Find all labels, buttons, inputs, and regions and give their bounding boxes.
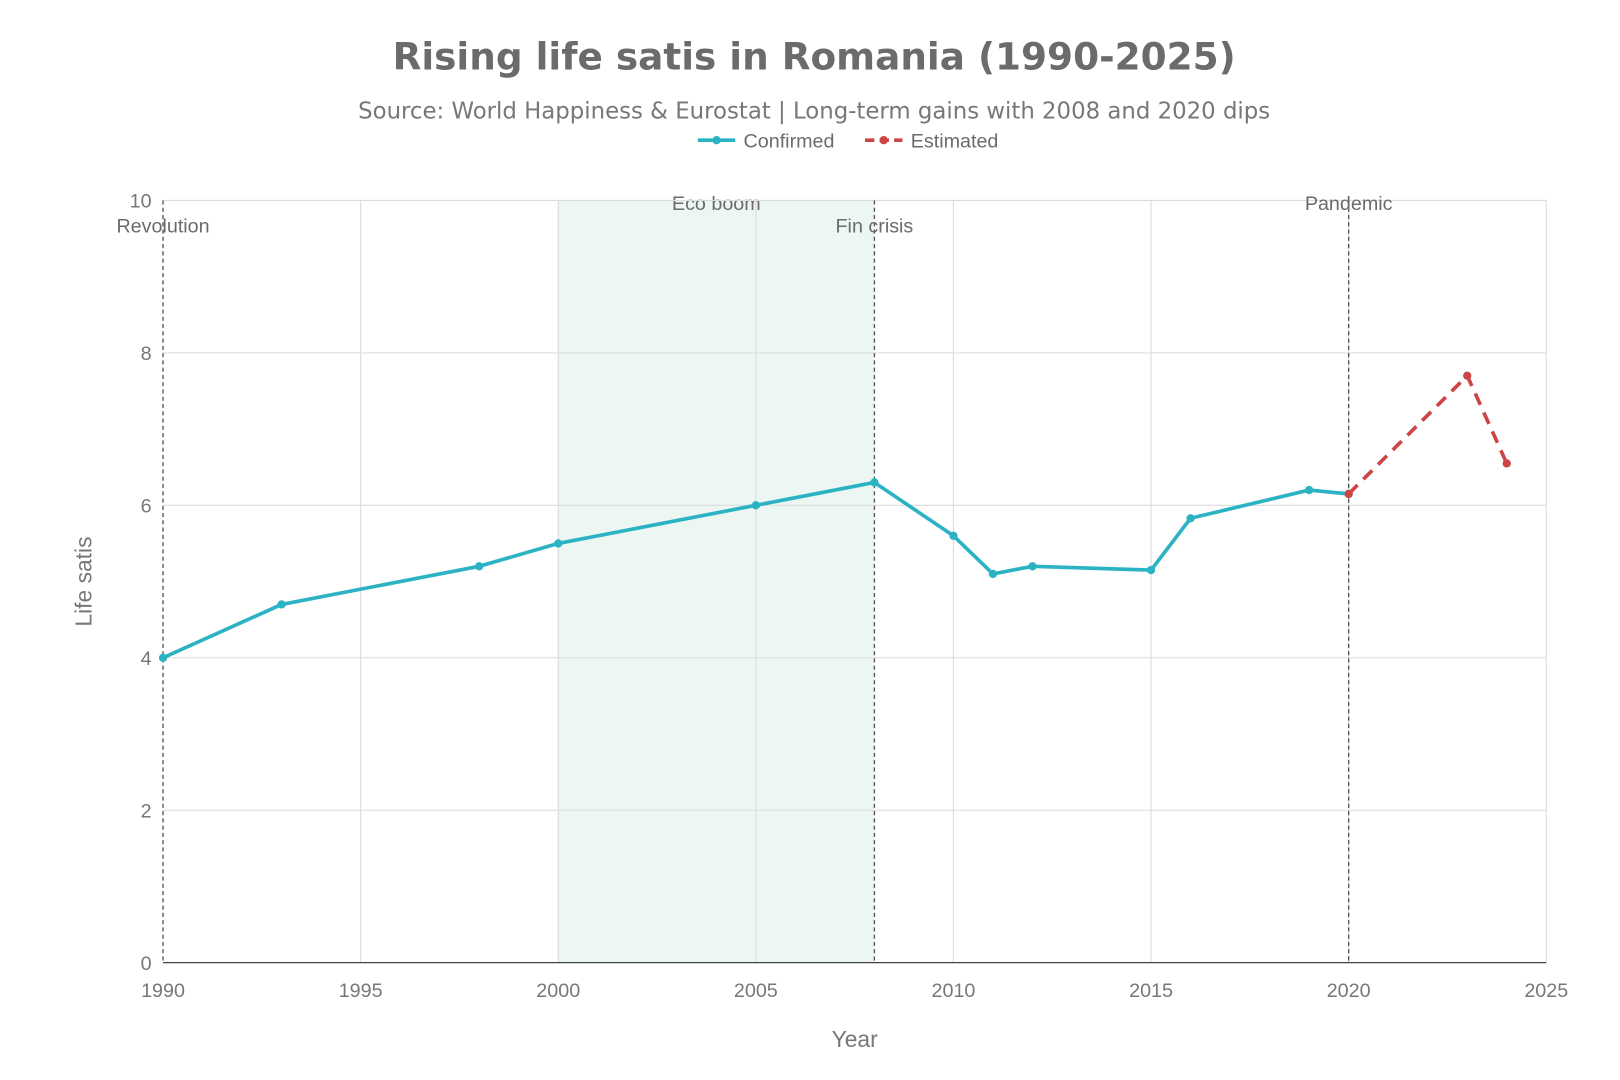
data-point: [1344, 489, 1353, 499]
legend-label: Confirmed: [744, 130, 835, 152]
y-tick-label: 4: [141, 648, 152, 670]
event-label: Revolution: [116, 216, 209, 238]
data-point: [158, 653, 168, 662]
event-label: Pandemic: [1305, 193, 1393, 215]
legend-marker: [712, 136, 721, 145]
event-label: Fin crisis: [836, 216, 914, 238]
data-point: [949, 531, 958, 540]
x-axis-label: Year: [832, 1026, 879, 1052]
x-tick-label: 1990: [141, 980, 185, 1002]
shaded-region-label: Eco boom: [672, 193, 761, 215]
shaded-region: [558, 200, 875, 963]
legend-label: Estimated: [911, 130, 999, 152]
data-point: [751, 501, 761, 510]
y-tick-label: 10: [130, 191, 152, 213]
data-point: [1502, 459, 1511, 468]
data-point: [475, 562, 484, 571]
chart-subtitle: Source: World Happiness & Eurostat | Lon…: [358, 98, 1270, 124]
series-line-estimated: [1347, 373, 1509, 496]
x-tick-label: 2010: [932, 980, 976, 1002]
data-point: [554, 539, 563, 548]
chart-title: Rising life satis in Romania (1990-2025): [393, 35, 1236, 79]
data-point: [988, 569, 998, 579]
data-point: [870, 478, 879, 487]
legend: Confirmed Estimated: [697, 130, 999, 152]
x-tick-label: 2005: [734, 980, 778, 1002]
y-axis-label: Life satis: [70, 536, 96, 626]
data-point: [1463, 371, 1472, 380]
y-tick-label: 0: [141, 953, 152, 975]
legend-marker: [879, 136, 888, 145]
y-tick-label: 2: [141, 800, 152, 822]
x-tick-label: 1995: [339, 980, 383, 1002]
data-point: [1186, 514, 1195, 523]
x-tick-label: 2020: [1327, 980, 1371, 1002]
data-point: [1146, 565, 1156, 575]
y-tick-label: 6: [141, 496, 152, 518]
data-point: [1028, 562, 1037, 571]
data-point: [1304, 485, 1314, 495]
y-tick-label: 8: [141, 343, 152, 365]
data-point: [277, 600, 286, 609]
x-tick-label: 2015: [1129, 980, 1173, 1002]
x-tick-label: 2000: [536, 980, 580, 1002]
x-tick-label: 2025: [1524, 980, 1568, 1002]
